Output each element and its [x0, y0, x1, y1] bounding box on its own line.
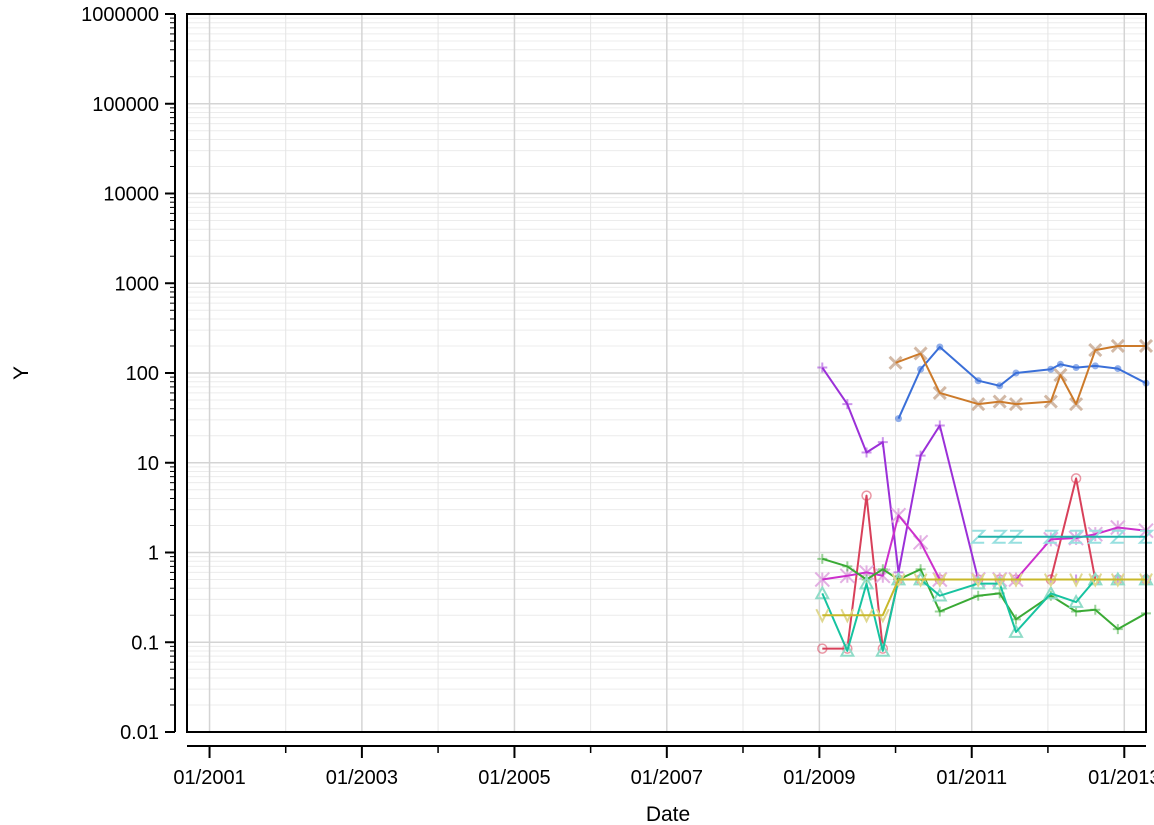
x-axis: 01/2001 01/2003 01/2005 01/2007 01/2009 01/20… [173, 745, 1154, 789]
x-tick-label: 01/2013 [1088, 767, 1154, 789]
y-tick-label: 0.01 [120, 722, 159, 744]
y-tick-label: 1000 [115, 273, 160, 295]
data-point [1069, 573, 1083, 588]
y-tick-label: 100 [126, 363, 159, 385]
data-point [875, 608, 890, 624]
x-axis-title: Date [646, 803, 690, 825]
data-point [1043, 585, 1059, 600]
series-line [895, 345, 1146, 406]
data-point [875, 642, 891, 657]
data-point [1009, 573, 1023, 588]
series-layer [814, 338, 1154, 657]
data-point [992, 573, 1007, 588]
data-point [840, 608, 855, 624]
y-tick-label: 1000000 [81, 4, 159, 26]
data-point [888, 355, 903, 370]
x-tick-label: 01/2001 [173, 767, 245, 789]
data-point [971, 573, 986, 588]
data-point [814, 571, 831, 588]
y-tick-label: 10000 [103, 184, 159, 206]
x-tick-label: 01/2011 [936, 767, 1007, 789]
x-tick-label: 01/2005 [478, 767, 550, 789]
data-point [913, 573, 928, 588]
x-tick-label: 01/2003 [326, 767, 398, 789]
y-tick-label: 10 [137, 453, 159, 475]
series-6 [969, 529, 1154, 544]
series-line [897, 346, 1147, 420]
y-axis-title: Y [10, 366, 33, 380]
grid [187, 13, 1146, 733]
x-tick-label: 01/2007 [631, 767, 703, 789]
y-axis: 0.01 0.1 1 10 100 1000 10000 100000 1000000 [81, 4, 176, 744]
plot-frame [186, 13, 1147, 733]
data-point [891, 573, 906, 588]
data-point [817, 362, 828, 373]
data-point [1043, 573, 1058, 588]
x-tick-label: 01/2009 [783, 767, 855, 789]
data-point [1110, 573, 1125, 588]
data-point [814, 585, 830, 600]
series-9 [815, 573, 1153, 624]
data-point [859, 608, 874, 624]
data-point [815, 608, 830, 624]
data-point [839, 642, 856, 657]
y-tick-label: 100000 [92, 94, 159, 116]
data-point [1088, 573, 1103, 588]
data-point [1008, 623, 1024, 638]
series-1 [894, 343, 1150, 423]
y-tick-label: 0.1 [131, 632, 159, 654]
series-line [822, 578, 1146, 617]
series-line [822, 557, 1147, 631]
data-point [932, 573, 947, 588]
data-point [858, 575, 875, 590]
y-tick-label: 1 [148, 543, 159, 565]
